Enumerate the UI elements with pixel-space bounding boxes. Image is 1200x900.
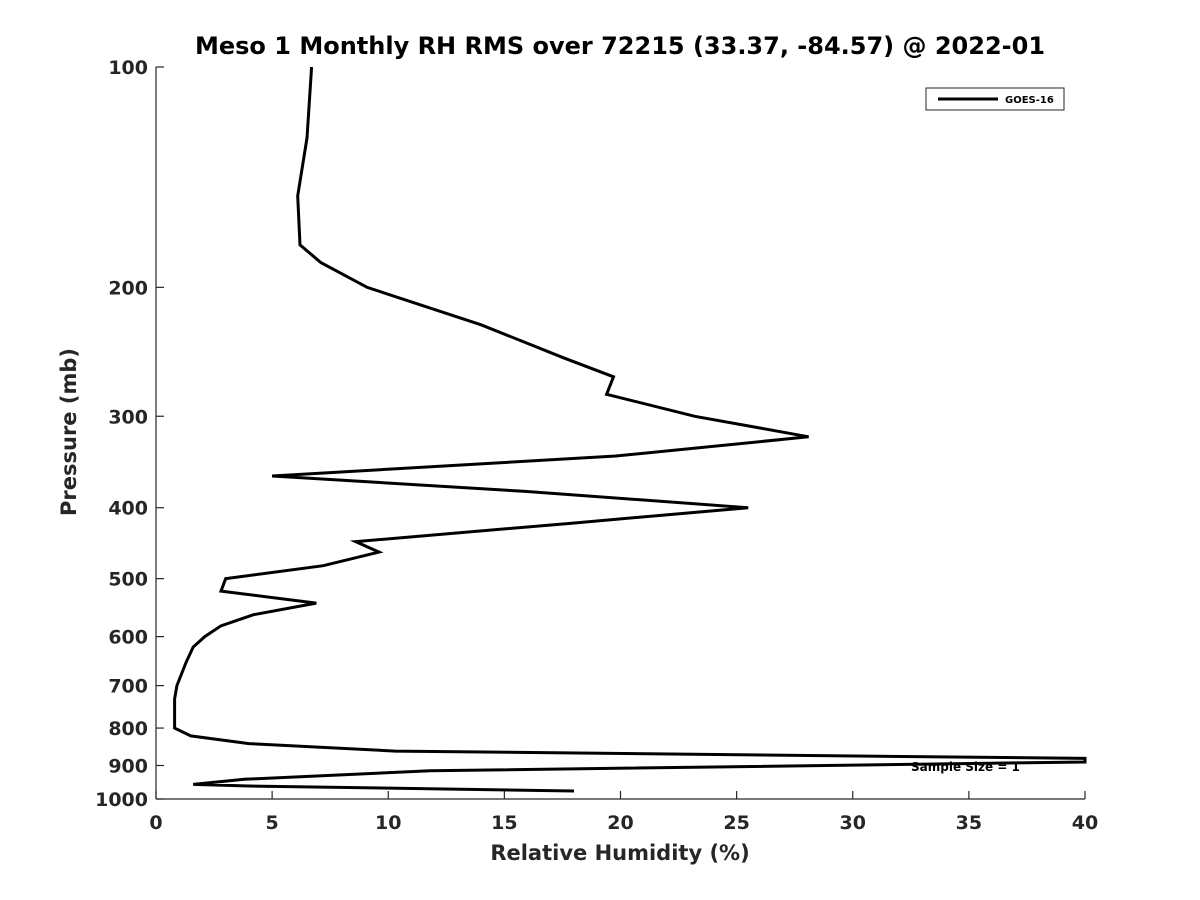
x-tick-label: 10 — [375, 812, 401, 834]
x-tick-label: 15 — [491, 812, 517, 834]
y-tick-label: 400 — [108, 498, 148, 520]
x-axis-label: Relative Humidity (%) — [490, 841, 749, 865]
x-tick-label: 5 — [266, 812, 279, 834]
y-axis-label: Pressure (mb) — [57, 348, 81, 516]
x-axis-ticks: 0 5 10 15 20 25 30 35 40 — [149, 791, 1098, 834]
y-tick-label: 200 — [108, 277, 148, 299]
y-tick-label: 900 — [108, 756, 148, 778]
annotation-sample-size: Sample Size = 1 — [911, 760, 1020, 774]
x-tick-label: 40 — [1072, 812, 1098, 834]
x-tick-label: 35 — [956, 812, 982, 834]
x-tick-label: 25 — [723, 812, 749, 834]
legend-label-goes-16: GOES-16 — [1005, 95, 1054, 106]
series-group — [173, 66, 1087, 793]
y-tick-label: 800 — [108, 718, 148, 740]
chart-title: Meso 1 Monthly RH RMS over 72215 (33.37,… — [195, 32, 1045, 60]
y-tick-label: 700 — [108, 676, 148, 698]
y-tick-label: 500 — [108, 569, 148, 591]
y-tick-label: 1000 — [95, 789, 148, 811]
series-line-goes-16 — [173, 66, 1087, 793]
legend: GOES-16 — [925, 87, 1065, 111]
y-tick-label: 100 — [108, 57, 148, 79]
x-tick-label: 30 — [840, 812, 866, 834]
y-axis-ticks: 100 200 300 400 500 600 700 800 900 1000 — [95, 57, 164, 811]
x-tick-label: 0 — [149, 812, 162, 834]
x-tick-label: 20 — [607, 812, 633, 834]
y-tick-label: 300 — [108, 406, 148, 428]
y-tick-label: 600 — [108, 627, 148, 649]
